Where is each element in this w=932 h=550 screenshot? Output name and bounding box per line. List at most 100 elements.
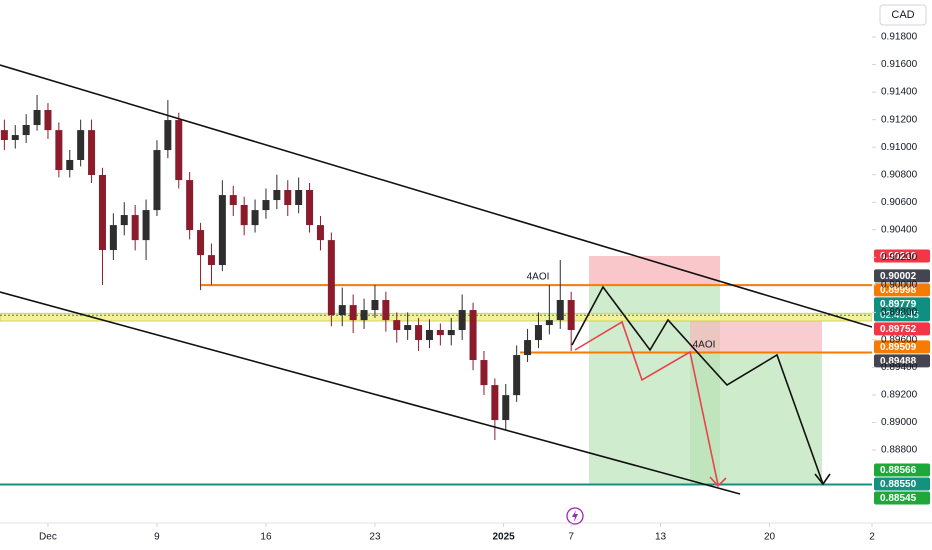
candle-body (153, 150, 161, 211)
projection-path (574, 320, 719, 486)
price-tag-label: 0.89509 (880, 342, 917, 353)
annotation: 4AOI (527, 272, 550, 283)
y-tick-label: 0.91600 (881, 59, 918, 70)
candle-body (524, 340, 532, 356)
candle-body (0, 130, 8, 141)
y-tick-label: 0.89000 (881, 417, 918, 428)
candle-body (360, 310, 368, 321)
candle-body (393, 320, 401, 331)
stop-zone (690, 320, 822, 352)
y-tick-label: 0.90400 (881, 224, 918, 235)
y-tick-label: 0.89400 (881, 362, 918, 373)
candle-body (109, 225, 117, 251)
price-tag-label: 0.89779 (880, 299, 917, 310)
price-tag (874, 491, 930, 505)
price-tag (874, 269, 930, 283)
y-tick-label: 0.89200 (881, 390, 918, 401)
candle-body (197, 230, 205, 256)
price-layer (0, 94, 873, 486)
projection-path (571, 285, 824, 485)
y-tick-label: 0.91000 (881, 142, 918, 153)
candle-body (349, 305, 357, 321)
price-tag-label: 0.88550 (880, 479, 917, 490)
x-tick-label: 16 (260, 532, 272, 543)
candle-body (44, 110, 52, 131)
candle-body (240, 204, 248, 226)
candle-body (502, 395, 510, 421)
price-tag (874, 249, 930, 263)
annotation: 4AOI (693, 340, 716, 351)
candle-body (77, 130, 85, 160)
candle-body (316, 225, 324, 241)
x-tick-label: 2025 (492, 532, 515, 543)
candle-body (218, 195, 226, 266)
y-tick-label: 0.90200 (881, 252, 918, 263)
y-tick-label: 0.90000 (881, 279, 918, 290)
x-tick-label: 13 (655, 532, 667, 543)
candle-body (545, 320, 553, 326)
candle-body (415, 325, 423, 341)
candle-body (22, 125, 30, 136)
price-tag (874, 283, 930, 297)
price-tag (874, 322, 930, 336)
candle-body (447, 330, 455, 336)
candle-body (11, 135, 19, 141)
candle-body (469, 310, 477, 361)
y-tick-label: 0.90800 (881, 169, 918, 180)
candle-body (186, 180, 194, 231)
arrow-head (709, 476, 727, 488)
candle-body (480, 360, 488, 386)
x-tick-label: 20 (764, 532, 776, 543)
price-tag (874, 477, 930, 491)
y-tick-label: 0.91800 (881, 32, 918, 43)
x-tick-label: 7 (568, 532, 574, 543)
price-tag (874, 463, 930, 477)
price-tag-label: 0.89488 (880, 356, 917, 367)
price-tag (874, 340, 930, 354)
x-tick-label: 23 (369, 532, 381, 543)
arrow-head (814, 473, 831, 486)
candle-body (404, 325, 412, 331)
candle-body (98, 174, 106, 251)
trend-line (0, 64, 873, 328)
candle-body (207, 255, 215, 266)
price-tag-label: 0.90002 (880, 271, 917, 282)
x-tick-label: Dec (39, 532, 57, 543)
candle-body (327, 240, 335, 316)
candle-body (295, 189, 303, 205)
candle-body (175, 120, 183, 181)
candle-body (306, 189, 314, 226)
price-tag-label: 0.90210 (880, 251, 917, 262)
candle-body (513, 355, 521, 396)
candle-body (556, 299, 564, 321)
candle-body (436, 330, 444, 336)
price-tag (874, 297, 930, 322)
y-tick-label: 0.89600 (881, 335, 918, 346)
candle-body (425, 330, 433, 341)
currency-button[interactable] (879, 4, 927, 26)
candle-body (491, 385, 499, 421)
candle-body (338, 305, 346, 316)
price-tag-label: 0.89998 (880, 285, 917, 296)
candle-body (131, 215, 139, 241)
candle-body (66, 159, 74, 171)
price-tag-label: 0.88545 (880, 493, 917, 504)
target-zone (690, 352, 822, 484)
trend-line (0, 291, 741, 495)
countdown: 02:45:45 (880, 310, 919, 321)
y-tick-label: 0.91400 (881, 87, 918, 98)
price-tag-label: 0.89752 (880, 324, 917, 335)
currency-label: CAD (891, 9, 914, 21)
x-tick-label: 2 (869, 532, 875, 543)
candle-body (273, 189, 281, 201)
x-tick-label: 9 (154, 532, 160, 543)
price-tag-label: 0.88566 (880, 465, 917, 476)
candle-body (534, 325, 542, 341)
candle-body (164, 120, 172, 151)
candle-body (371, 299, 379, 311)
candle-body (251, 210, 259, 226)
drawings (0, 64, 873, 495)
